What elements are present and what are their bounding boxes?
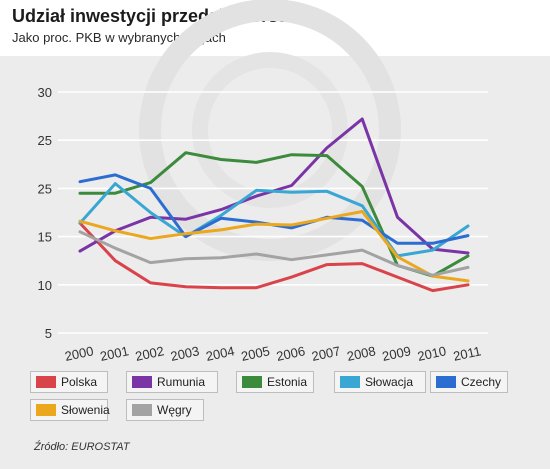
legend-box: Polska [30, 371, 108, 393]
legend-swatch [132, 404, 152, 416]
legend-swatch [340, 376, 360, 388]
y-tick-label: 10 [38, 278, 52, 293]
y-axis: 5 10 15 25 25 30 [38, 85, 52, 341]
legend-box: Czechy [430, 371, 508, 393]
legend-label: Słowacja [365, 375, 414, 389]
x-axis: 2000 2001 2002 2003 2004 2005 2006 2007 2008 2009… [63, 343, 482, 364]
y-tick-label: 25 [38, 133, 52, 148]
legend-swatch [36, 376, 56, 388]
y-tick-label: 15 [38, 230, 52, 245]
x-tick-label: 2000 [63, 343, 94, 364]
series-lines [78, 117, 470, 293]
legend-box: Estonia [236, 371, 314, 393]
legend-label: Polska [61, 375, 98, 389]
grid-lines [58, 91, 488, 334]
series-line-węgry [78, 230, 470, 277]
legend-box: Rumunia [126, 371, 218, 393]
x-tick-label: 2009 [381, 343, 412, 364]
legend-swatch [36, 404, 56, 416]
x-tick-label: 2010 [416, 343, 447, 364]
series-line-słowenia [78, 210, 470, 283]
x-tick-label: 2006 [275, 343, 306, 364]
legend-label: Rumunia [157, 375, 206, 389]
x-tick-label: 2001 [99, 343, 130, 364]
x-tick-label: 2011 [452, 343, 482, 363]
legend-swatch [132, 376, 152, 388]
x-tick-label: 2004 [204, 343, 235, 364]
series-line-czechy [78, 173, 470, 245]
legend-label: Węgry [157, 403, 192, 417]
legend-label: Estonia [267, 375, 308, 389]
x-tick-label: 2002 [134, 343, 165, 364]
x-tick-label: 2005 [240, 343, 271, 364]
legend-box: Słowacja [334, 371, 426, 393]
y-tick-label: 25 [38, 181, 52, 196]
chart-subtitle: Jako proc. PKB w wybranych krajach [12, 30, 226, 45]
legend-label: Czechy [461, 375, 502, 389]
x-tick-label: 2007 [310, 343, 341, 364]
watermark-logo [139, 0, 401, 261]
series-line-słowacja [78, 182, 470, 258]
x-tick-label: 2008 [346, 343, 377, 364]
legend-swatch [242, 376, 262, 388]
x-tick-label: 2003 [169, 343, 200, 364]
y-tick-label: 30 [38, 85, 52, 100]
legend-swatch [436, 376, 456, 388]
series-line-polska [78, 221, 470, 293]
legend-label: Słowenia [61, 403, 110, 417]
y-tick-label: 5 [45, 326, 52, 341]
source-note: Źródło: EUROSTAT [34, 441, 130, 453]
legend-box: Słowenia [30, 399, 110, 421]
legend-box: Węgry [126, 399, 204, 421]
